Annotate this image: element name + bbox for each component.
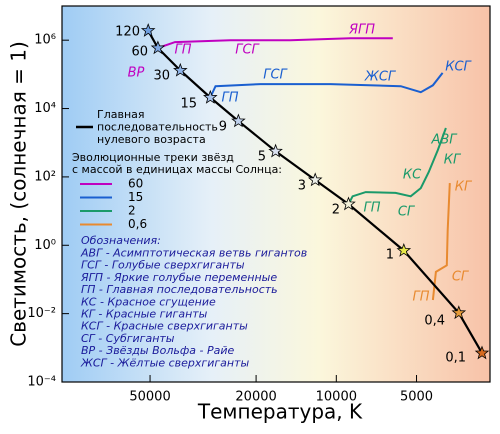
legend-text: последовательность (97, 121, 218, 134)
note: ГСГ - Голубые сверхгиганты (81, 259, 245, 272)
track-line (157, 37, 393, 49)
annotation: СГ (452, 270, 470, 285)
annotation: КГ (455, 180, 473, 195)
track-line (431, 183, 451, 301)
annotation: ЯГП (348, 23, 375, 38)
note: ВР - Звёзды Вольфа - Райе (81, 344, 235, 357)
legend-text: Главная (97, 108, 145, 121)
note: КГ - Красные гиганты (81, 308, 208, 321)
mass-label: 9 (219, 120, 227, 135)
note: АВГ - Асимптотическая ветвь гигантов (80, 247, 307, 260)
annotation: ЖСГ (364, 70, 397, 85)
annotation: СГ (398, 205, 416, 220)
annotation: ГСГ (235, 43, 260, 58)
annotation: АВГ (430, 133, 458, 148)
legend-title: Эволюционные треки звёзд (72, 151, 234, 164)
y-tick-label: 10² (34, 169, 56, 184)
y-tick-label: 10⁰ (34, 238, 56, 253)
mass-label: 3 (298, 179, 306, 194)
annotation: ГП (412, 290, 429, 305)
mass-label: 1 (386, 248, 394, 263)
mass-label: 2 (332, 203, 340, 218)
annotation: ГП (221, 91, 238, 106)
legend-text: нулевого возраста (97, 133, 206, 146)
y-tick-label: 10⁶ (34, 33, 56, 48)
track-line (209, 72, 444, 98)
annotation: ГСГ (263, 68, 288, 83)
y-axis-label: Светимость, (солнечная = 1) (7, 41, 31, 347)
y-tick-label: 10⁻² (27, 306, 56, 321)
star-marker (268, 143, 283, 158)
star-marker (341, 196, 356, 211)
note: КСГ - Красные сверхгиганты (81, 320, 248, 333)
annotation: ГП (174, 43, 191, 58)
x-tick-label: 20000 (235, 390, 276, 405)
star-marker (307, 172, 323, 187)
annotation: ВР (128, 66, 145, 81)
star-marker (474, 345, 490, 360)
star-marker (150, 40, 166, 55)
legend-label: 0,6 (128, 217, 147, 231)
legend-label: 60 (128, 177, 143, 191)
legend-label: 15 (128, 190, 143, 204)
plot-background (62, 6, 490, 382)
mass-label: 5 (258, 150, 266, 165)
star-marker (203, 89, 218, 104)
mass-label: 120 (115, 25, 140, 40)
y-tick-label: 10⁴ (34, 101, 56, 116)
note: СГ - Субгиганты (81, 332, 175, 345)
mass-label: 60 (131, 45, 148, 60)
star-marker (451, 305, 467, 320)
mass-label: 0,4 (424, 314, 445, 329)
mass-label: 15 (180, 97, 197, 112)
note: ЖСГ - Жёлтые сверхгиганты (80, 356, 249, 369)
star-marker (140, 23, 156, 37)
annotation: КГ (444, 153, 462, 168)
plot-frame (61, 5, 491, 383)
mass-label: 30 (153, 69, 170, 84)
star-marker (231, 113, 246, 128)
y-tick-label: 10⁻⁴ (27, 375, 56, 390)
star-marker (172, 62, 188, 77)
x-tick-label: 5000 (400, 390, 433, 405)
note: ГП - Главная последовательность (81, 283, 278, 296)
annotation: КСГ (445, 60, 472, 75)
note: ЯГП - Яркие голубые переменные (80, 271, 277, 284)
annotation: КС (403, 168, 422, 183)
notes-title: Обозначения: (81, 234, 161, 247)
annotation: ГП (363, 201, 380, 216)
star-marker (396, 242, 412, 257)
legend-title: с массой в единицах массы Солнца: (72, 163, 282, 176)
mass-label: 0,1 (445, 351, 466, 366)
x-axis-label: Температура, K (197, 400, 363, 424)
track-line (347, 127, 447, 205)
x-tick-label: 10000 (316, 390, 357, 405)
note: КС - Красное сгущение (81, 295, 216, 308)
legend-label: 2 (128, 204, 136, 218)
x-tick-label: 50000 (129, 390, 170, 405)
